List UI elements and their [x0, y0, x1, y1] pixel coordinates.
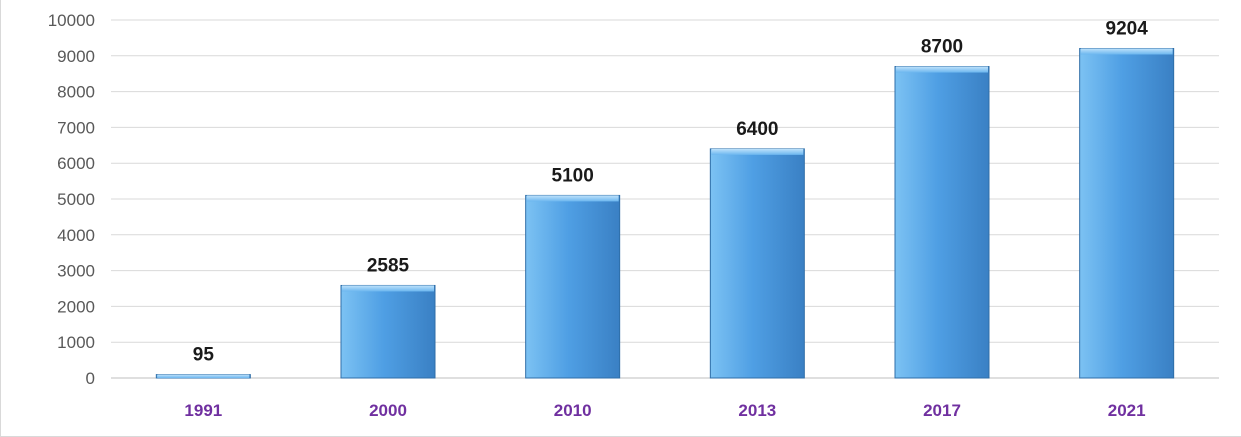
bar-1991: [155, 374, 251, 379]
x-tick-label: 2010: [554, 401, 592, 420]
y-tick-label: 7000: [57, 118, 95, 137]
bar-highlight: [157, 374, 250, 378]
bars: [155, 47, 1175, 379]
bar-2017: [894, 66, 990, 379]
x-tick-label: 2017: [923, 401, 961, 420]
x-axis-tick-labels: 1991 2000 2010 2013 2017 2021: [184, 401, 1145, 420]
bar-highlight: [896, 66, 988, 73]
y-tick-label: 3000: [57, 262, 95, 281]
x-tick-label: 2013: [738, 401, 776, 420]
bar-highlight: [711, 148, 804, 155]
y-axis-tick-labels: 0 1000 2000 3000 4000 5000 6000 7000 8000 9000 100…: [48, 11, 95, 388]
data-label: 95: [193, 345, 215, 366]
bar-body: [894, 66, 990, 379]
bar-highlight: [526, 195, 619, 202]
y-tick-label: 4000: [57, 226, 95, 245]
y-tick-label: 5000: [57, 190, 95, 209]
x-tick-label: 1991: [184, 401, 222, 420]
gridlines: [111, 19, 1219, 379]
data-label: 6400: [736, 119, 778, 140]
y-tick-label: 2000: [57, 297, 95, 316]
data-labels: 95 2585 5100 6400 8700 9204: [193, 18, 1148, 365]
y-tick-label: 8000: [57, 83, 95, 102]
bar-2013: [709, 148, 805, 379]
data-label: 8700: [921, 37, 963, 58]
data-label: 9204: [1106, 18, 1149, 39]
y-tick-label: 0: [86, 369, 95, 388]
bar-highlight: [342, 285, 434, 292]
y-tick-label: 9000: [57, 47, 95, 66]
y-tick-label: 10000: [48, 11, 95, 30]
x-tick-label: 2000: [369, 401, 407, 420]
bar-2021: [1079, 47, 1175, 379]
x-tick-label: 2021: [1108, 401, 1146, 420]
bar-2000: [340, 284, 436, 379]
data-label: 2585: [367, 255, 410, 276]
bar-body: [1079, 47, 1175, 379]
data-label: 5100: [552, 165, 594, 186]
bar-body: [340, 284, 436, 379]
bar-2010: [525, 194, 621, 379]
bar-body: [709, 148, 805, 379]
bar-highlight: [1080, 48, 1173, 55]
bar-body: [525, 194, 621, 379]
y-tick-label: 1000: [57, 333, 95, 352]
y-tick-label: 6000: [57, 154, 95, 173]
